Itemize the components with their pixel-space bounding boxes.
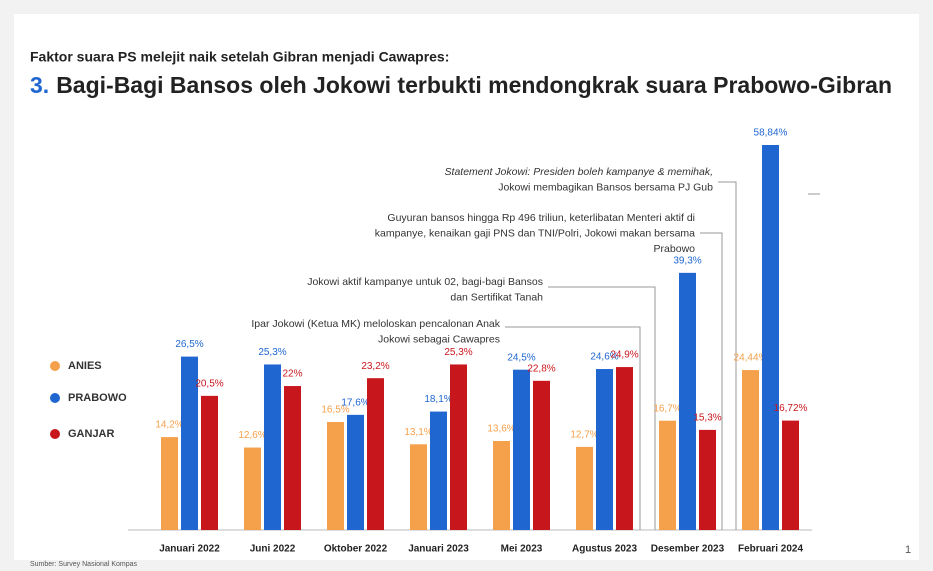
value-label: 16,5% (321, 405, 349, 416)
arrow (548, 286, 656, 530)
legend-marker (50, 429, 60, 439)
bar (244, 447, 261, 530)
arrow (505, 326, 641, 530)
value-label: 58,84% (754, 128, 788, 139)
bar (576, 446, 593, 530)
annotation: Prabowo (654, 243, 696, 255)
bar (782, 420, 799, 530)
value-label: 14,2% (155, 420, 183, 431)
bar (201, 395, 218, 530)
bar (742, 370, 759, 530)
value-label: 20,5% (195, 379, 223, 390)
legend-label: PRABOWO (68, 392, 127, 404)
legend-marker (50, 393, 60, 403)
x-tick-label: Februari 2024 (738, 544, 803, 555)
value-label: 24,9% (610, 350, 638, 361)
arrow (718, 181, 737, 530)
value-label: 25,3% (444, 347, 472, 358)
value-label: 24,5% (507, 352, 535, 363)
annotation: Guyuran bansos hingga Rp 496 triliun, ke… (387, 212, 695, 224)
value-label: 23,2% (361, 361, 389, 372)
value-label: 12,6% (238, 430, 266, 441)
page-number: 1 (905, 544, 911, 556)
value-label: 13,1% (404, 427, 432, 438)
bar (264, 364, 281, 530)
annotation: Jokowi membagikan Bansos bersama PJ Gub (498, 181, 713, 193)
legend-label: GANJAR (68, 428, 115, 440)
source: Sumber: Survey Nasional Kompas (30, 561, 137, 568)
annotation-arrows (505, 181, 820, 530)
x-tick-label: Juni 2022 (250, 544, 296, 555)
legend-label: ANIES (68, 360, 102, 372)
value-label: 12,7% (570, 430, 598, 441)
annotation: Statement Jokowi: Presiden boleh kampany… (445, 166, 713, 178)
bar (430, 411, 447, 530)
x-tick-label: Oktober 2022 (324, 544, 388, 555)
x-tick-label: Desember 2023 (651, 544, 725, 555)
value-label: 22,8% (527, 363, 555, 374)
bar (616, 367, 633, 530)
x-tick-label: Agustus 2023 (572, 544, 637, 555)
bar (659, 420, 676, 530)
chart-title: 3. Bagi-Bagi Bansos oleh Jokowi terbukti … (30, 72, 892, 98)
x-tick-label: Januari 2023 (408, 544, 469, 555)
value-label: 24,6% (590, 352, 618, 363)
title-prefix: 3. (30, 72, 49, 98)
value-label: 15,3% (693, 413, 721, 424)
bar (181, 356, 198, 530)
bar (699, 429, 716, 530)
value-label: 17,6% (341, 397, 369, 408)
value-label: 26,5% (175, 339, 203, 350)
legend-marker (50, 361, 60, 371)
annotation: dan Sertifikat Tanah (450, 291, 543, 303)
bar (410, 444, 427, 530)
bar (533, 380, 550, 530)
bar (513, 369, 530, 530)
x-tick-label: Januari 2022 (159, 544, 220, 555)
bar (347, 414, 364, 530)
bar (284, 386, 301, 530)
value-label: 22% (282, 369, 302, 380)
bar (679, 272, 696, 530)
arrow (700, 232, 723, 530)
bar (596, 369, 613, 530)
annotation: Ipar Jokowi (Ketua MK) meloloskan pencal… (251, 318, 500, 330)
value-label: 13,6% (487, 424, 515, 435)
bar (327, 422, 344, 530)
bar (762, 145, 779, 530)
annotation: Jokowi aktif kampanye untuk 02, bagi-bag… (307, 276, 543, 288)
value-label: 16,7% (653, 403, 681, 414)
chart-subtitle: Faktor suara PS melejit naik setelah Gib… (30, 49, 449, 65)
value-label: 16,72% (774, 403, 808, 414)
title-text: Bagi-Bagi Bansos oleh Jokowi terbukti me… (56, 72, 892, 98)
bar (450, 364, 467, 530)
value-label: 24,44% (734, 353, 768, 364)
annotation: kampanye, kenaikan gaji PNS dan TNI/Polr… (375, 227, 695, 239)
value-label: 39,3% (673, 255, 701, 266)
x-tick-label: Mei 2023 (501, 544, 543, 555)
value-label: 25,3% (258, 347, 286, 358)
value-label: 18,1% (424, 394, 452, 405)
bar (161, 437, 178, 530)
bar (493, 441, 510, 530)
annotation: Jokowi sebagai Cawapres (378, 333, 500, 345)
bar (367, 378, 384, 530)
